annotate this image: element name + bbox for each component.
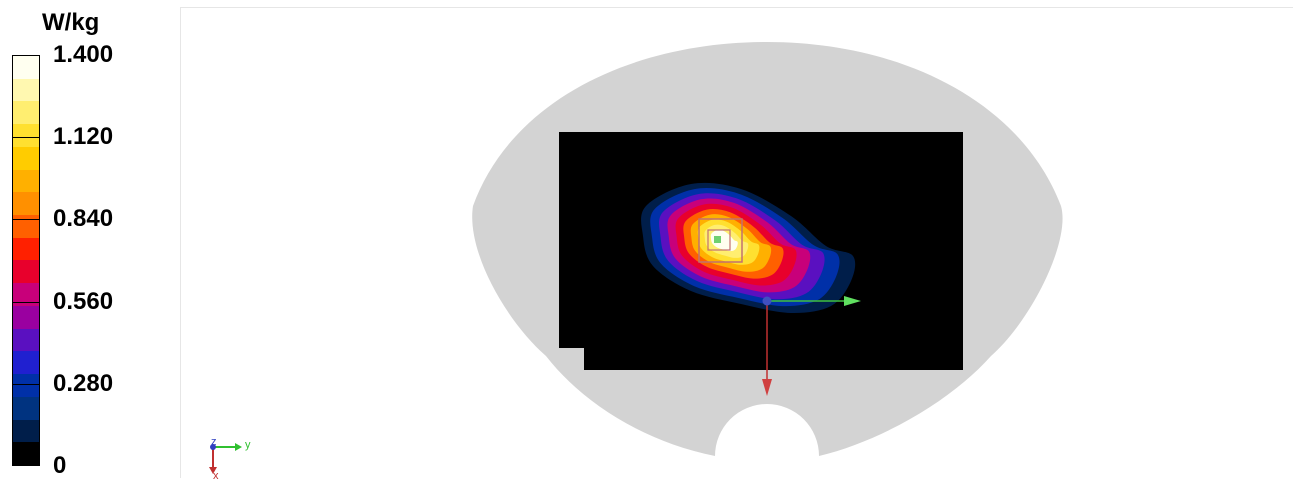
triad-y-label: y <box>245 439 251 451</box>
colorbar-tick-mark <box>12 383 40 385</box>
colorbar-band <box>13 146 39 170</box>
colorbar-tick-label: 0.840 <box>53 205 114 233</box>
x-arrow-head <box>762 379 772 396</box>
colorbar-tick-label: 1.120 <box>53 123 114 151</box>
colorbar-band <box>13 419 39 443</box>
colorbar-band <box>13 101 39 125</box>
colorbar-tick-mark <box>12 219 40 221</box>
triad-x-arrow-head <box>209 467 217 474</box>
colorbar-band <box>13 169 39 193</box>
colorbar-unit-label: W/kg <box>42 9 100 36</box>
colorbar-band <box>13 56 39 79</box>
triad-x-label: x <box>213 470 219 479</box>
colorbar-band <box>13 396 39 420</box>
colorbar-band <box>13 260 39 284</box>
axes-triad: y z x <box>209 436 251 479</box>
peak-point-marker <box>714 236 721 243</box>
colorbar-tick-mark <box>12 137 40 139</box>
colorbar-tick-label: 1.400 <box>53 41 114 68</box>
colorbar-band <box>13 442 39 465</box>
sar-view-panel[interactable]: y z x <box>180 7 1293 479</box>
triad-z-label: z <box>211 436 217 448</box>
colorbar-band <box>13 351 39 375</box>
peak-markers <box>698 218 743 263</box>
colorbar-band <box>13 328 39 352</box>
colorbar-tick-label: 0 <box>53 452 67 479</box>
triad-z-axis <box>210 444 216 450</box>
colorbar-band <box>13 374 39 397</box>
colorbar <box>12 55 40 466</box>
y-arrow-head <box>844 296 861 306</box>
peak-search-box-inner <box>707 229 731 251</box>
colorbar-legend: W/kg 1.400 1.120 0.840 0.560 0.280 0 <box>0 0 170 478</box>
colorbar-band <box>13 78 39 102</box>
origin-sphere <box>762 296 772 306</box>
triad-y-arrow-head <box>235 443 242 451</box>
colorbar-band <box>13 192 39 216</box>
colorbar-band <box>13 283 39 306</box>
colorbar-tick-label: 0.560 <box>53 287 114 315</box>
peak-search-box-outer <box>698 218 743 263</box>
sar-contour-level <box>710 229 738 252</box>
colorbar-band <box>13 305 39 329</box>
colorbar-band <box>13 215 39 238</box>
colorbar-tick-label: 0.280 <box>53 369 114 397</box>
colorbar-band <box>13 124 39 147</box>
colorbar-band <box>13 237 39 261</box>
colorbar-tick-mark <box>12 301 40 303</box>
sar-heatmap-plot: y z x <box>209 42 1063 479</box>
coordinate-arrows <box>762 296 861 396</box>
